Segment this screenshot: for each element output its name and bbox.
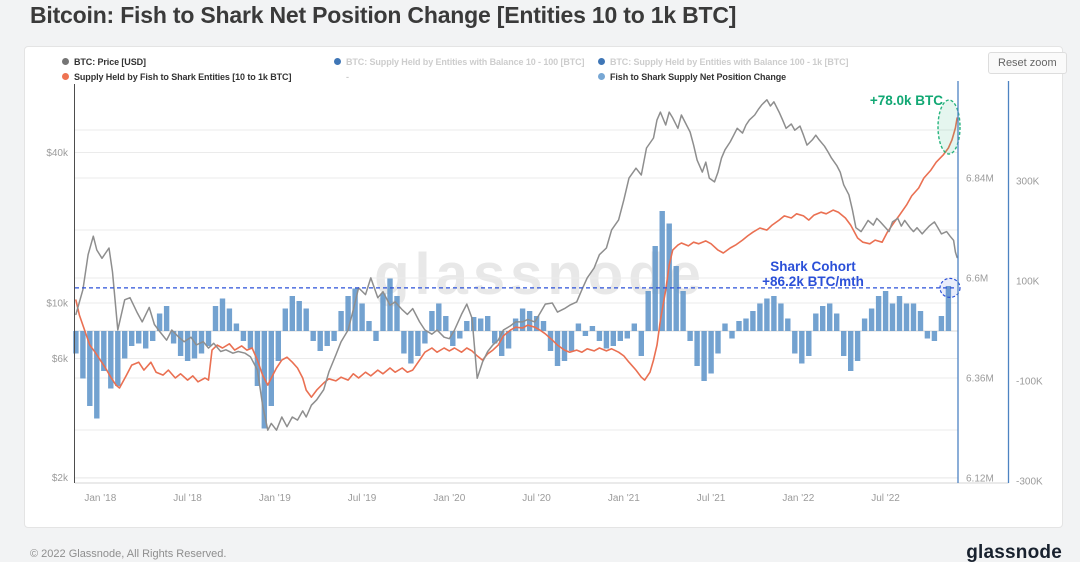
legend-label: BTC: Supply Held by Entities with Balanc… <box>610 56 849 67</box>
legend-item[interactable]: - <box>334 69 584 84</box>
legend-item[interactable]: Fish to Shark Supply Net Position Change <box>598 69 848 84</box>
btc-price-line <box>75 99 958 431</box>
legend-item[interactable]: BTC: Supply Held by Entities with Balanc… <box>598 54 849 69</box>
legend-dot-icon <box>62 58 69 65</box>
svg-text:100K: 100K <box>1016 277 1040 288</box>
svg-text:Jan '19: Jan '19 <box>259 493 291 504</box>
npc-axis-labels: 300K 100K -100K -300K <box>1016 177 1043 488</box>
legend-dot-icon <box>62 73 69 80</box>
footer-copyright: © 2022 Glassnode, All Rights Reserved. <box>30 548 227 560</box>
svg-text:-300K: -300K <box>1016 477 1043 488</box>
annotation-shark-cohort: Shark Cohort +86.2k BTC/mth <box>737 259 889 289</box>
svg-text:$10k: $10k <box>46 299 69 310</box>
svg-text:6.36M: 6.36M <box>966 374 994 385</box>
legend-label: BTC: Price [USD] <box>74 56 146 67</box>
highlight-ellipses <box>937 99 961 298</box>
reset-zoom-button[interactable]: Reset zoom <box>988 52 1067 74</box>
svg-text:-100K: -100K <box>1016 377 1043 388</box>
chart-card <box>24 46 1063 528</box>
svg-text:$2k: $2k <box>52 473 69 484</box>
legend-label: - <box>346 71 349 82</box>
net-position-change-bars <box>73 211 952 429</box>
annotation-shark-cohort-title: Shark Cohort <box>770 259 856 274</box>
svg-text:Jul '21: Jul '21 <box>697 493 726 504</box>
legend-item[interactable]: BTC: Price [USD] <box>62 54 291 69</box>
svg-text:Jul '22: Jul '22 <box>871 493 900 504</box>
annotation-supply-change: +78.0k BTC <box>869 93 943 108</box>
price-axis-labels: $40k $10k $6k $2k <box>46 148 69 484</box>
svg-text:300K: 300K <box>1016 177 1040 188</box>
fish-to-shark-supply-line <box>75 117 958 398</box>
svg-text:6.84M: 6.84M <box>966 173 994 184</box>
legend-item[interactable]: Supply Held by Fish to Shark Entities [1… <box>62 69 291 84</box>
x-axis-labels: Jan '18 Jul '18 Jan '19 Jul '19 Jan '20 Jul '… <box>84 493 900 504</box>
legend-item[interactable]: BTC: Supply Held by Entities with Balanc… <box>334 54 585 69</box>
legend-label: Fish to Shark Supply Net Position Change <box>610 71 787 82</box>
svg-text:$40k: $40k <box>46 148 69 159</box>
glassnode-logo: glassnode <box>966 542 1062 562</box>
svg-text:Jul '20: Jul '20 <box>522 493 551 504</box>
legend-column-2: BTC: Supply Held by Entities with Balanc… <box>334 54 585 84</box>
svg-text:Jan '20: Jan '20 <box>433 493 465 504</box>
axis-lines <box>74 81 1010 483</box>
legend-label: BTC: Supply Held by Entities with Balanc… <box>346 56 585 67</box>
svg-text:6.12M: 6.12M <box>966 474 994 485</box>
legend-column-3: BTC: Supply Held by Entities with Balanc… <box>598 54 849 84</box>
annotation-shark-cohort-value: +86.2k BTC/mth <box>762 274 864 289</box>
legend-column-1: BTC: Price [USD] Supply Held by Fish to S… <box>62 54 291 84</box>
svg-text:Jan '22: Jan '22 <box>782 493 814 504</box>
legend-label: Supply Held by Fish to Shark Entities [1… <box>74 71 292 82</box>
legend-dot-icon <box>598 58 605 65</box>
svg-text:Jul '18: Jul '18 <box>173 493 202 504</box>
svg-text:Jan '18: Jan '18 <box>84 493 116 504</box>
svg-text:Jan '21: Jan '21 <box>608 493 640 504</box>
legend-dot-icon <box>598 73 605 80</box>
supply-axis-labels: 6.84M 6.6M 6.36M 6.12M <box>966 173 994 484</box>
svg-text:$6k: $6k <box>52 354 69 365</box>
svg-text:Jul '19: Jul '19 <box>348 493 377 504</box>
svg-text:6.6M: 6.6M <box>966 274 988 285</box>
page-title: Bitcoin: Fish to Shark Net Position Chan… <box>30 2 737 28</box>
legend-dot-icon <box>334 58 341 65</box>
